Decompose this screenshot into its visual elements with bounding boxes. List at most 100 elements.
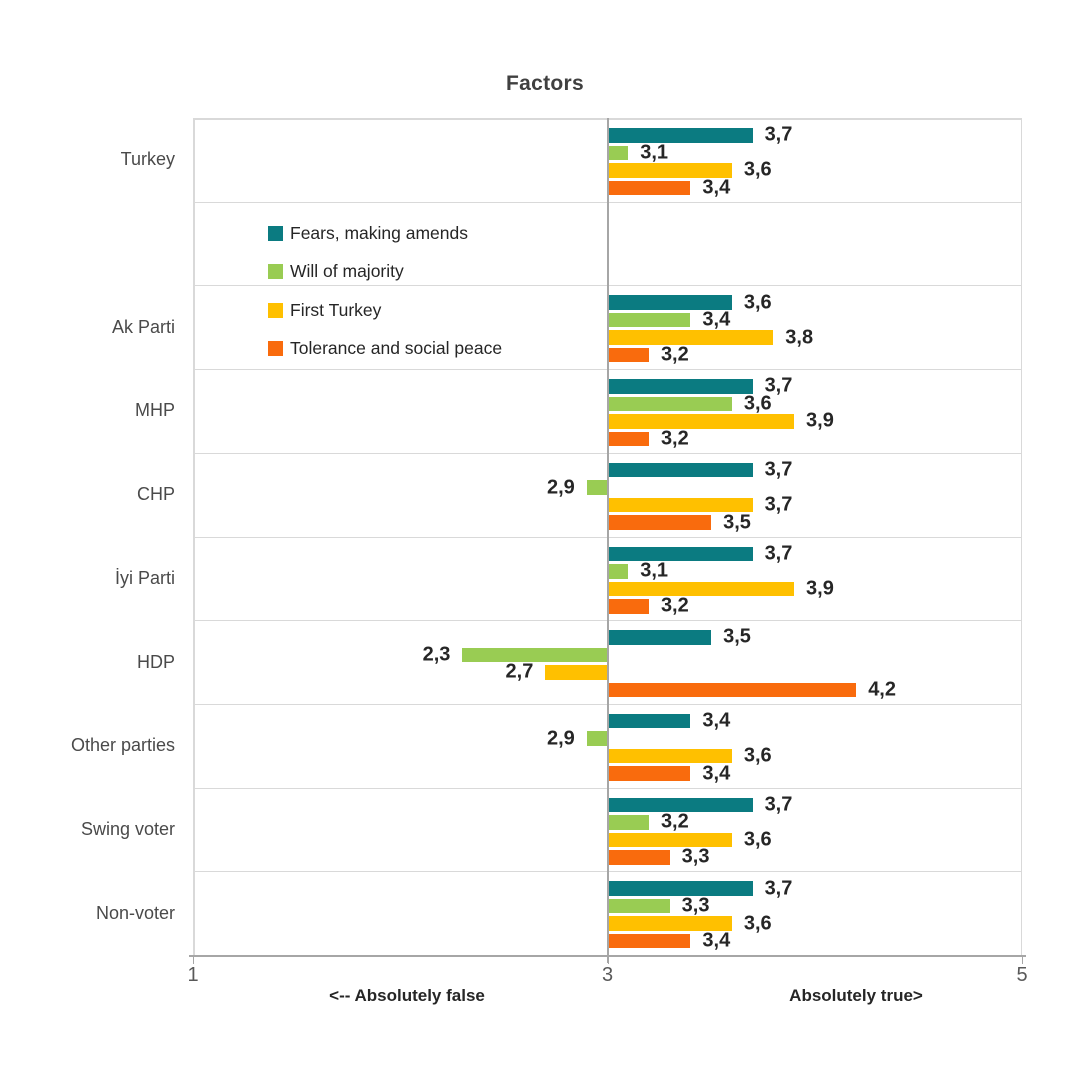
value-label: 3,9	[806, 577, 834, 600]
value-label: 3,3	[681, 845, 710, 868]
bar-first-turkey	[607, 163, 732, 178]
category-label: İyi Parti	[114, 567, 175, 588]
value-label: 3,5	[723, 625, 751, 648]
value-label: 3,4	[702, 762, 731, 785]
value-label: 3,4	[702, 929, 731, 952]
bar-first-turkey	[607, 414, 795, 429]
bar-tolerance-and-social-peace	[607, 180, 691, 195]
bar-fears-making-amends	[607, 713, 691, 729]
chart-title: Factors	[506, 72, 584, 95]
bar-fears-making-amends	[607, 881, 753, 896]
legend-label: First Turkey	[290, 299, 382, 320]
x-axis-caption-right: Absolutely true>	[789, 986, 923, 1005]
x-axis-tick	[1022, 955, 1023, 964]
bar-will-of-majority	[607, 312, 691, 328]
value-label: 3,2	[660, 427, 689, 450]
category-label: Non-voter	[95, 902, 175, 923]
bar-will-of-majority	[607, 145, 629, 160]
bar-first-turkey	[607, 832, 732, 848]
category-label: Ak Parti	[111, 316, 175, 337]
value-label: 3,2	[660, 343, 689, 366]
value-label: 3,7	[764, 493, 793, 516]
value-label: 4,2	[868, 678, 896, 701]
value-label: 3,9	[806, 409, 834, 432]
value-label: 3,6	[743, 392, 772, 415]
x-axis-tick-label: 3	[601, 964, 614, 986]
value-label: 3,8	[785, 326, 814, 349]
bar-tolerance-and-social-peace	[607, 682, 857, 698]
bar-tolerance-and-social-peace	[607, 515, 712, 530]
value-label: 3,5	[723, 511, 751, 534]
bar-tolerance-and-social-peace	[607, 599, 649, 614]
bar-first-turkey	[545, 665, 608, 680]
bar-will-of-majority	[607, 898, 670, 914]
bar-will-of-majority	[586, 480, 608, 495]
legend-swatch	[268, 341, 283, 356]
bar-first-turkey	[607, 581, 795, 596]
bar-will-of-majority	[607, 564, 629, 579]
value-label: 3,4	[702, 176, 731, 199]
bar-will-of-majority	[462, 647, 608, 663]
bar-fears-making-amends	[607, 546, 753, 561]
value-label: 3,6	[743, 828, 772, 851]
value-label: 2,9	[546, 476, 575, 499]
legend-swatch	[268, 302, 283, 318]
value-label: 3,1	[640, 141, 669, 164]
category-label: Other parties	[70, 735, 175, 756]
bar-will-of-majority	[607, 815, 649, 830]
value-label: 3,7	[764, 877, 793, 900]
legend-item: Tolerance and social peace	[268, 338, 503, 358]
legend-label: Will of majority	[290, 261, 404, 281]
bar-fears-making-amends	[607, 797, 753, 813]
bar-tolerance-and-social-peace	[607, 347, 649, 363]
bar-first-turkey	[607, 748, 732, 764]
value-label: 3,7	[764, 458, 793, 481]
bar-fears-making-amends	[607, 379, 753, 394]
value-label: 3,1	[640, 559, 669, 582]
legend-label: Fears, making amends	[290, 222, 468, 243]
bar-first-turkey	[607, 497, 753, 513]
legend-swatch	[268, 264, 283, 279]
value-label: 3,7	[764, 123, 793, 146]
x-axis-caption-left: <-- Absolutely false	[329, 986, 485, 1005]
legend-item: Fears, making amends	[268, 222, 468, 243]
value-label: 2,7	[505, 660, 534, 683]
bar-will-of-majority	[607, 396, 732, 412]
category-label: Swing voter	[80, 818, 175, 839]
legend-label: Tolerance and social peace	[290, 338, 503, 358]
category-label: MHP	[135, 400, 175, 421]
legend-swatch	[268, 225, 283, 241]
value-label: 3,6	[743, 158, 772, 181]
value-label: 3,6	[743, 291, 772, 314]
category-label: Turkey	[120, 149, 175, 170]
bar-tolerance-and-social-peace	[607, 850, 670, 865]
x-axis-tick	[193, 955, 194, 964]
value-label: 3,4	[702, 308, 731, 331]
value-label: 3,6	[743, 744, 772, 767]
value-label: 2,3	[422, 643, 451, 666]
value-label: 3,6	[743, 912, 772, 935]
x-axis-tick-label: 1	[187, 964, 199, 986]
bar-fears-making-amends	[607, 128, 753, 143]
x-axis-tick-label: 5	[1016, 964, 1028, 986]
legend-item: Will of majority	[268, 261, 404, 281]
value-label: 3,2	[660, 810, 689, 833]
bar-fears-making-amends	[607, 462, 753, 478]
value-label: 3,7	[764, 793, 793, 816]
bar-first-turkey	[607, 916, 732, 931]
value-label: 3,2	[660, 594, 689, 617]
value-label: 3,7	[764, 542, 793, 565]
value-label: 2,9	[546, 727, 575, 750]
value-label: 3,3	[681, 894, 710, 917]
category-label: CHP	[136, 484, 175, 505]
value-label: 3,7	[764, 374, 793, 397]
x-axis-tick	[607, 955, 609, 964]
bar-fears-making-amends	[607, 630, 712, 645]
bar-tolerance-and-social-peace	[607, 933, 691, 949]
bar-tolerance-and-social-peace	[607, 431, 649, 447]
bar-fears-making-amends	[607, 295, 732, 310]
bar-will-of-majority	[586, 731, 608, 746]
value-label: 3,4	[702, 709, 731, 732]
legend-item: First Turkey	[268, 299, 382, 320]
